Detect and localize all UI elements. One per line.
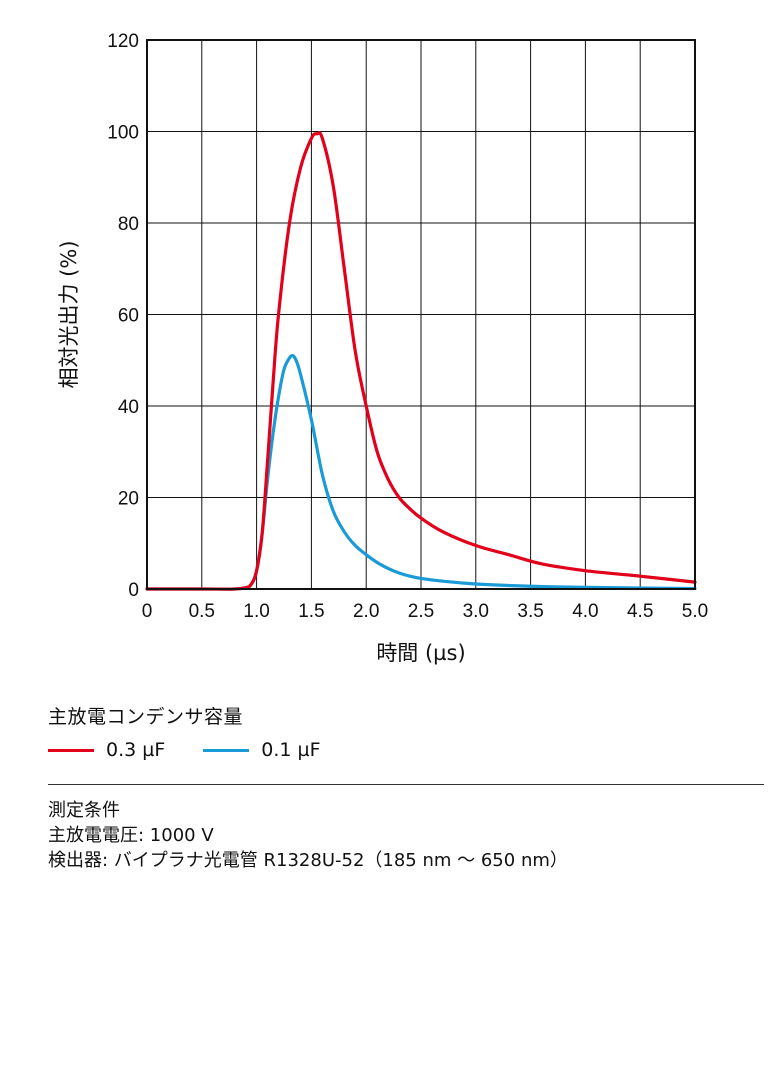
x-tick-label: 1.5 (298, 601, 324, 622)
grid-lines (146, 39, 696, 590)
x-tick-label: 5.0 (682, 601, 708, 622)
y-tick-label: 100 (107, 123, 139, 144)
y-axis-title: 相対光出力 (%) (57, 240, 81, 388)
x-tick-label: 0 (142, 601, 153, 622)
x-tick-label: 3.0 (463, 601, 489, 622)
x-tick-label: 0.5 (189, 601, 215, 622)
x-tick-label: 4.0 (572, 601, 598, 622)
tick-labels: 0 0.5 1.0 1.5 2.0 2.5 3.0 3.5 4.0 4.5 5.0 0 20 40 60 80… (107, 31, 708, 622)
legend-swatch-red (48, 748, 94, 752)
x-tick-label: 1.0 (243, 601, 269, 622)
legend-swatch-blue (203, 748, 250, 752)
y-tick-label: 0 (128, 580, 139, 601)
x-tick-label: 2.5 (408, 601, 434, 622)
plot-frame (146, 39, 696, 590)
series-lines (145, 131, 697, 591)
y-tick-label: 40 (118, 397, 139, 418)
light-output-chart: 0 0.5 1.0 1.5 2.0 2.5 3.0 3.5 4.0 4.5 5.0 0 20 40 60 80… (57, 31, 708, 665)
y-tick-label: 20 (118, 489, 139, 510)
y-tick-label: 60 (118, 306, 139, 327)
measurement-conditions: 測定条件 主放電電圧: 1000 V 検出器: バイプラナ光電管 R1328U-… (48, 798, 568, 873)
legend-item-0-3uf: 0.3 µF (48, 739, 165, 761)
y-tick-label: 120 (107, 31, 139, 52)
divider (48, 784, 764, 785)
series-line-0 (145, 131, 697, 591)
legend-items: 0.3 µF 0.1 µF (48, 739, 359, 761)
x-axis-title: 時間 (µs) (376, 641, 465, 665)
conditions-detector: 検出器: バイプラナ光電管 R1328U-52（185 nm ～ 650 nm） (48, 850, 568, 871)
legend-title: 主放電コンデンサ容量 (48, 706, 244, 728)
legend-label: 0.1 µF (261, 739, 321, 761)
legend: 主放電コンデンサ容量 0.3 µF 0.1 µF (48, 702, 359, 761)
x-tick-label: 3.5 (517, 601, 543, 622)
legend-label: 0.3 µF (106, 739, 166, 761)
x-tick-label: 2.0 (353, 601, 379, 622)
y-tick-label: 80 (118, 214, 139, 235)
x-tick-label: 4.5 (627, 601, 653, 622)
conditions-voltage: 主放電電圧: 1000 V (48, 825, 214, 846)
conditions-heading: 測定条件 (48, 800, 120, 821)
legend-item-0-1uf: 0.1 µF (203, 739, 321, 761)
